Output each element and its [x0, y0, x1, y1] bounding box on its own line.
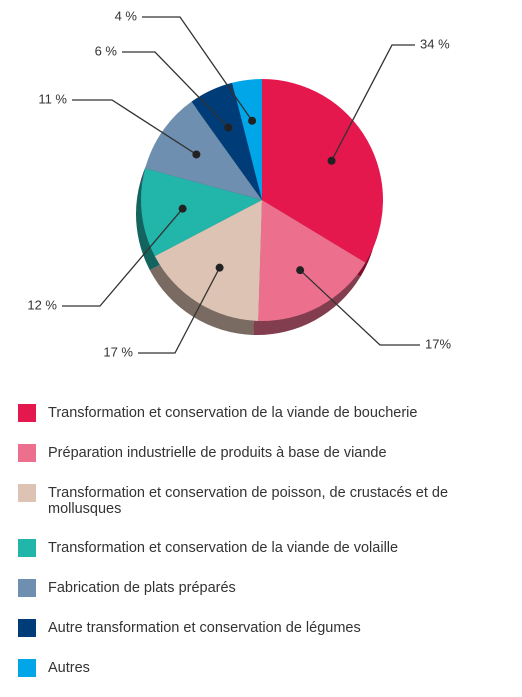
legend-swatch [18, 539, 36, 557]
leader-line [142, 16, 253, 122]
pie-slice [232, 79, 262, 200]
leader-line [138, 267, 221, 354]
pie-slice [191, 82, 262, 200]
legend-label: Autres [48, 660, 90, 676]
legend-item: Préparation industrielle de produits à b… [18, 442, 518, 462]
legend: Transformation et conservation de la via… [18, 402, 518, 697]
legend-label: Préparation industrielle de produits à b… [48, 445, 387, 461]
legend-swatch [18, 579, 36, 597]
legend-swatch [18, 444, 36, 462]
legend-swatch [18, 404, 36, 422]
legend-label: Autre transformation et conservation de … [48, 620, 361, 636]
leader-dot [296, 266, 305, 275]
leader-dot [224, 123, 233, 132]
data-label: 6 % [95, 43, 118, 58]
legend-label: Transformation et conservation de la via… [48, 540, 399, 556]
leader-dot [192, 150, 201, 159]
legend-item: Autre transformation et conservation de … [18, 617, 518, 637]
leader-dot [178, 204, 187, 213]
data-label: 11 % [38, 91, 67, 106]
data-label: 34 % [420, 36, 450, 51]
legend-label: Transformation et conservation de la via… [48, 405, 418, 421]
legend-swatch [18, 484, 36, 502]
leader-line [62, 208, 184, 307]
legend-swatch [18, 659, 36, 677]
data-label: 12 % [27, 297, 57, 312]
leader-dot [215, 263, 224, 272]
pie-slice [258, 200, 366, 321]
chart: 34 % 17% 17 % 12 % 11 % 6 % 4 % [27, 8, 451, 359]
leader-line [72, 99, 197, 156]
leader-dot [248, 116, 257, 125]
leader-line [299, 269, 420, 346]
legend-item: Transformation et conservation de poisso… [18, 482, 518, 517]
pie-slice [140, 168, 262, 257]
legend-item: Transformation et conservation de la via… [18, 402, 518, 422]
pie-slice [262, 79, 384, 263]
leader-line [122, 51, 229, 129]
leader-dot [327, 156, 336, 165]
data-label: 17% [425, 336, 451, 351]
pie-slice [145, 101, 262, 200]
leader-line [330, 44, 415, 162]
legend-item: Transformation et conservation de la via… [18, 537, 518, 557]
legend-label: Fabrication de plats préparés [48, 580, 236, 596]
legend-item: Fabrication de plats préparés [18, 577, 518, 597]
pie-slice [154, 200, 262, 321]
legend-swatch [18, 619, 36, 637]
data-label: 4 % [115, 8, 138, 23]
legend-item: Autres [18, 657, 518, 677]
legend-label: Transformation et conservation de poisso… [48, 485, 449, 517]
data-label: 17 % [103, 344, 133, 359]
